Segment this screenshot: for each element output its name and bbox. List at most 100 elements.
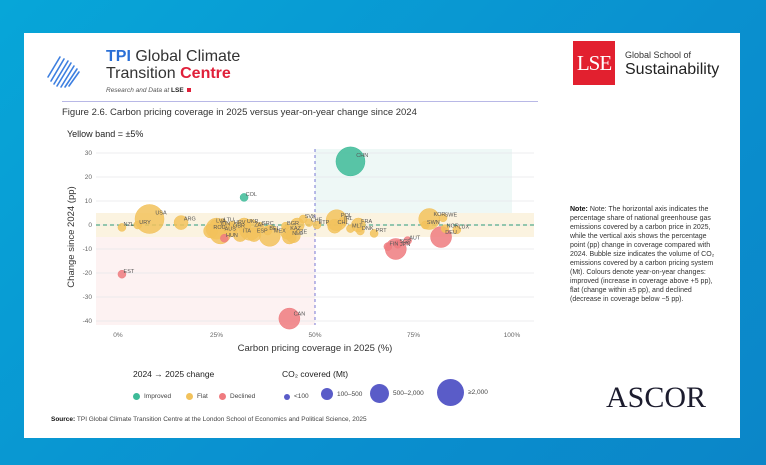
bubble-label: FIN <box>389 241 398 247</box>
x-tick-label: 0% <box>113 332 123 339</box>
legend-flat: Flat <box>186 393 208 400</box>
bubble-swn <box>421 220 430 230</box>
bubble-dnk <box>356 226 365 236</box>
bubble-swe <box>438 213 448 223</box>
legend-size-100-500: 100–500 <box>321 388 362 400</box>
bubble-label: NLD <box>292 231 303 237</box>
y-tick-label: -20 <box>83 270 93 277</box>
bubble-fin <box>383 242 393 251</box>
bubble-label: LTU <box>224 217 234 223</box>
bubble-label: NOR <box>447 223 459 229</box>
tpi-line1: Global Climate <box>130 48 241 65</box>
bubble-label: LUX <box>458 225 469 231</box>
bubble-lux <box>452 225 462 235</box>
bubble-label: CZE <box>296 230 307 236</box>
ascor-logo: ASCOR <box>606 381 707 414</box>
tpi-line2-accent: Centre <box>180 65 231 82</box>
bubble-label: ETP <box>319 220 330 226</box>
lse-logo: LSE <box>573 41 615 85</box>
tpi-logo: TPI Global Climate Transition Centre Res… <box>46 43 246 103</box>
bubble-label: USA <box>155 211 167 217</box>
bubble-label: UKR <box>247 219 259 225</box>
bubble-label: AUT <box>409 235 421 241</box>
bubble-label: ZAF <box>254 223 265 229</box>
bubble-label: COL <box>246 192 257 198</box>
legend-size-gt2000: ≥2,000 <box>437 379 488 406</box>
bubble-label: DEU <box>445 230 457 236</box>
bubble-est <box>117 269 127 279</box>
legend-improved-swatch <box>133 393 140 400</box>
bubble-prt <box>369 229 379 238</box>
figure-title: Figure 2.6. Carbon pricing coverage in 2… <box>62 107 417 118</box>
y-tick-label: 20 <box>85 174 93 181</box>
legend-size-title: CO₂ covered (Mt) <box>282 369 349 379</box>
bubble-label: BEL <box>269 226 279 232</box>
bubble-label: CHL <box>338 220 349 226</box>
bubble-bgr <box>281 221 290 231</box>
bubble-label: CAN <box>294 311 306 317</box>
bubble-label: SVK <box>305 214 316 220</box>
bubble-label: DNK <box>362 226 374 232</box>
bubble-label: MLT <box>352 223 363 229</box>
figure-note: Note: Note: The horizontal axis indicate… <box>570 206 715 303</box>
bubble-nor <box>440 224 450 233</box>
bubble-label: JPN <box>400 242 410 248</box>
bubble-grc <box>255 221 265 231</box>
bubble-col <box>239 193 249 202</box>
declined-region <box>96 237 315 325</box>
bubble-label: MEX <box>274 229 286 235</box>
bubble-label: GBR <box>233 224 245 230</box>
legend-size-500-2000: 500–2,000 <box>370 384 424 403</box>
x-tick-label: 25% <box>210 332 223 339</box>
x-axis-title: Carbon pricing coverage in 2025 (%) <box>238 343 393 354</box>
bubble-etp <box>312 220 322 230</box>
lse-school-line1: Global School of <box>625 50 692 60</box>
legend-improved: Improved <box>133 393 171 400</box>
bubble-chl <box>327 218 342 234</box>
bubble-label: HRV <box>234 220 246 226</box>
band-label: Yellow band = ±5% <box>67 129 144 139</box>
y-tick-label: -30 <box>83 294 93 301</box>
bubble-sgp <box>393 239 402 249</box>
bubble-label: PRT <box>376 228 388 234</box>
y-tick-label: -40 <box>83 318 93 325</box>
bubble-can <box>278 307 301 330</box>
bubble-hrv <box>228 220 237 230</box>
y-axis-title: Change since 2024 (pp) <box>66 186 77 287</box>
legend-declined: Declined <box>219 393 255 400</box>
bubble-label: SWE <box>445 213 458 219</box>
y-tick-label: 0 <box>88 222 92 229</box>
bubble-label: IRL <box>344 216 353 222</box>
bubble-usa <box>134 204 165 234</box>
lse-school-line2: Sustainability <box>625 61 720 78</box>
bubble-label: POL <box>341 213 352 219</box>
bubble-label: ITA <box>243 229 251 235</box>
y-tick-label: 10 <box>85 198 93 205</box>
bubble-label: LVA <box>216 219 226 225</box>
y-tick-label: -10 <box>83 246 93 253</box>
bubble-label: CHN <box>356 153 368 159</box>
bubble-esp <box>246 227 262 242</box>
tpi-stripes-icon <box>47 56 80 88</box>
legend-color-title: 2024 → 2025 change <box>133 369 215 379</box>
x-tick-label: 75% <box>407 332 420 339</box>
bubble-bel <box>263 226 272 236</box>
bubble-label: BGR <box>287 221 299 227</box>
tpi-brand: TPI <box>106 48 131 65</box>
figure-divider <box>62 101 538 102</box>
y-tick-label: 30 <box>85 150 93 157</box>
bubble-label: SWN <box>427 220 440 226</box>
bubble-che <box>304 218 314 227</box>
tpi-subtitle: Research and Data at LSE <box>106 87 191 94</box>
x-tick-label: 50% <box>308 332 321 339</box>
bubble-label: URY <box>139 220 151 226</box>
figure-card: TPI Global Climate Transition Centre Res… <box>24 33 740 438</box>
legend-flat-swatch <box>186 393 193 400</box>
bubble-ury <box>133 220 142 230</box>
bubble-label: ESP <box>257 229 268 235</box>
bubble-label: KOR <box>433 212 445 218</box>
bubble-hun <box>220 233 229 243</box>
bubble-label: KAZ <box>290 226 301 232</box>
legend-declined-swatch <box>219 393 226 400</box>
